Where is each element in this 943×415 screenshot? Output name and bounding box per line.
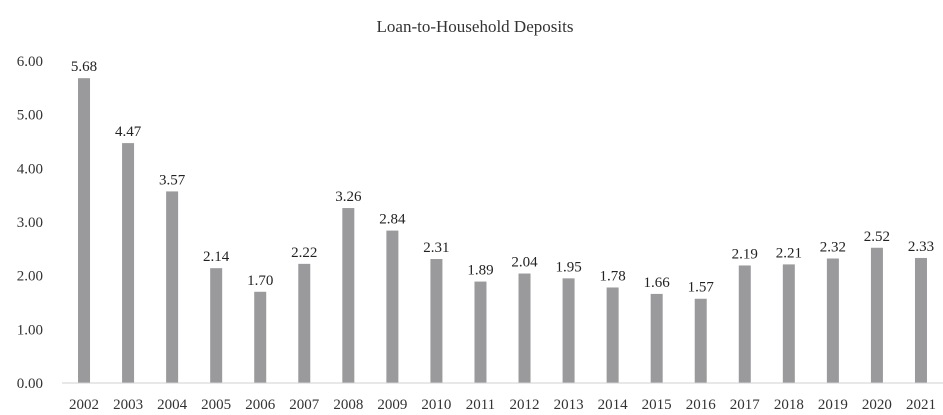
x-tick-label: 2005	[201, 397, 231, 413]
data-label: 2.33	[908, 239, 934, 255]
data-label: 1.78	[600, 268, 626, 284]
data-label: 3.26	[335, 189, 362, 205]
x-tick-label: 2013	[554, 397, 584, 413]
y-tick-label: 6.00	[17, 54, 43, 70]
y-tick-label: 4.00	[17, 161, 43, 177]
data-label: 5.68	[71, 59, 97, 75]
x-tick-label: 2017	[730, 397, 761, 413]
x-tick-label: 2014	[598, 397, 629, 413]
bar	[826, 258, 839, 383]
bar	[386, 230, 399, 383]
data-label: 2.04	[511, 255, 538, 271]
data-label: 2.31	[423, 240, 449, 256]
data-label: 2.21	[776, 245, 802, 261]
x-tick-label: 2016	[686, 397, 717, 413]
bar	[606, 287, 619, 383]
data-label: 1.89	[467, 263, 493, 279]
bar	[78, 78, 91, 383]
y-tick-label: 5.00	[17, 108, 43, 124]
bar	[782, 264, 795, 383]
x-tick-label: 2004	[157, 397, 188, 413]
y-tick-label: 1.00	[17, 322, 43, 338]
x-tick-label: 2010	[421, 397, 451, 413]
chart-title: Loan-to-Household Deposits	[377, 17, 574, 36]
x-tick-label: 2003	[113, 397, 143, 413]
x-tick-label: 2008	[333, 397, 363, 413]
bar	[298, 263, 311, 383]
data-labels: 5.68 4.47 3.57 2.14 1.70 2.22 3.26 2.84 2.31 1.89…	[71, 59, 934, 296]
bar	[210, 268, 223, 383]
x-tick-label: 2018	[774, 397, 804, 413]
data-label: 1.57	[688, 280, 715, 296]
bar	[562, 278, 575, 383]
y-tick-label: 2.00	[17, 269, 43, 285]
bar	[870, 247, 883, 383]
data-label: 1.95	[555, 259, 581, 275]
bar	[166, 191, 179, 383]
data-label: 1.70	[247, 273, 273, 289]
bars	[78, 78, 927, 383]
bar	[474, 281, 487, 383]
x-tick-label: 2011	[466, 397, 495, 413]
x-tick-label: 2002	[69, 397, 99, 413]
bar	[914, 257, 927, 383]
x-axis: 2002 2003 2004 2005 2006 2007 2008 2009 2010 2011…	[62, 382, 943, 413]
data-label: 2.14	[203, 249, 230, 265]
bar	[342, 208, 355, 383]
data-label: 3.57	[159, 172, 186, 188]
bar	[254, 291, 267, 383]
x-tick-label: 2006	[245, 397, 276, 413]
data-label: 2.32	[820, 239, 846, 255]
data-label: 2.19	[732, 246, 758, 262]
bar	[430, 259, 443, 383]
y-tick-label: 3.00	[17, 215, 43, 231]
x-tick-label: 2021	[906, 397, 936, 413]
data-label: 2.52	[864, 229, 890, 245]
data-label: 1.66	[644, 275, 671, 291]
bar	[122, 143, 135, 383]
y-axis: 0.00 1.00 2.00 3.00 4.00 5.00 6.00	[17, 54, 43, 392]
bar	[518, 273, 531, 383]
bar	[694, 298, 707, 383]
data-label: 2.84	[379, 212, 406, 228]
x-tick-label: 2019	[818, 397, 848, 413]
x-tick-label: 2015	[642, 397, 672, 413]
x-tick-label: 2007	[289, 397, 320, 413]
x-tick-label: 2009	[377, 397, 407, 413]
y-tick-label: 0.00	[17, 376, 43, 392]
x-tick-label: 2020	[862, 397, 892, 413]
x-tick-label: 2012	[510, 397, 540, 413]
data-label: 2.22	[291, 245, 317, 261]
bar	[738, 265, 751, 383]
bar	[650, 293, 663, 383]
data-label: 4.47	[115, 124, 142, 140]
